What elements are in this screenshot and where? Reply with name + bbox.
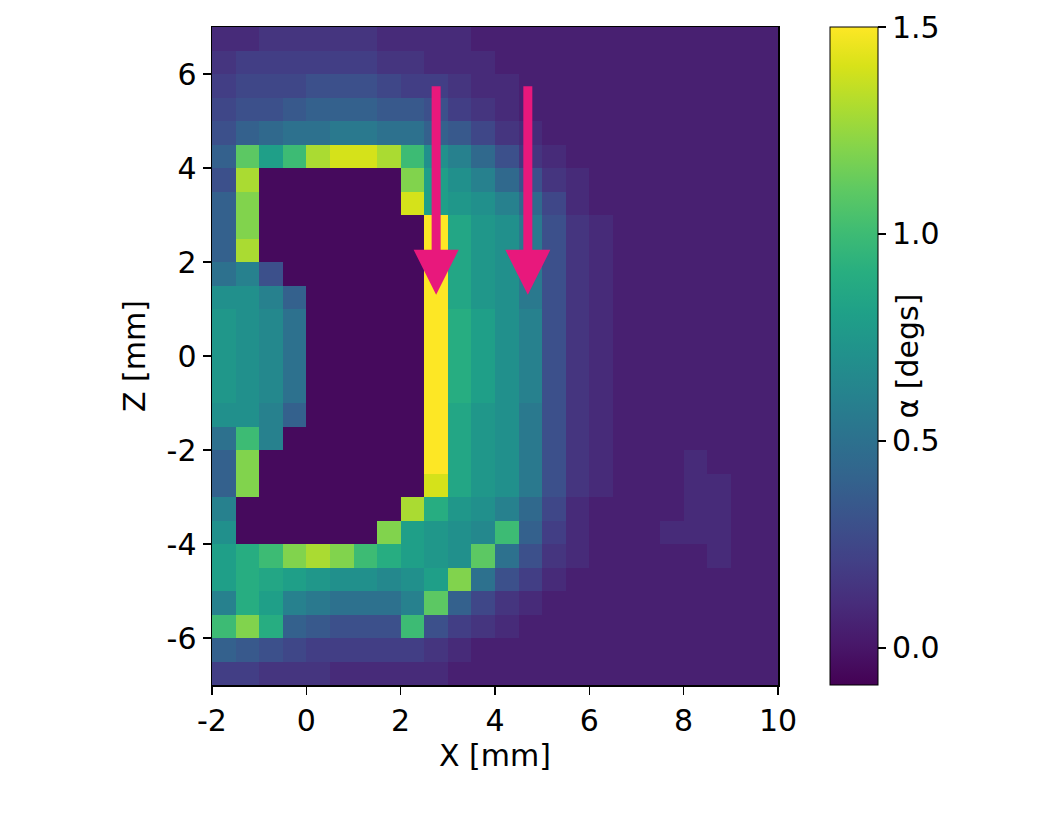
svg-text:2: 2: [177, 245, 196, 280]
svg-text:6: 6: [177, 57, 196, 92]
svg-text:2: 2: [391, 703, 410, 738]
svg-text:0.0: 0.0: [892, 630, 940, 665]
svg-text:6: 6: [580, 703, 599, 738]
svg-text:-4: -4: [167, 527, 197, 562]
svg-text:0: 0: [297, 703, 316, 738]
svg-text:0: 0: [177, 339, 196, 374]
svg-text:X [mm]: X [mm]: [439, 738, 551, 773]
svg-text:4: 4: [485, 703, 504, 738]
svg-text:0.5: 0.5: [892, 423, 940, 458]
svg-text:1.5: 1.5: [892, 10, 940, 45]
svg-text:-2: -2: [197, 703, 227, 738]
svg-text:4: 4: [177, 151, 196, 186]
svg-text:-6: -6: [167, 621, 197, 656]
svg-text:Z [mm]: Z [mm]: [117, 300, 152, 412]
svg-text:10: 10: [759, 703, 797, 738]
svg-text:-2: -2: [167, 433, 197, 468]
svg-text:8: 8: [674, 703, 693, 738]
svg-text:1.0: 1.0: [892, 216, 940, 251]
svg-text:α [degs]: α [degs]: [890, 294, 925, 419]
